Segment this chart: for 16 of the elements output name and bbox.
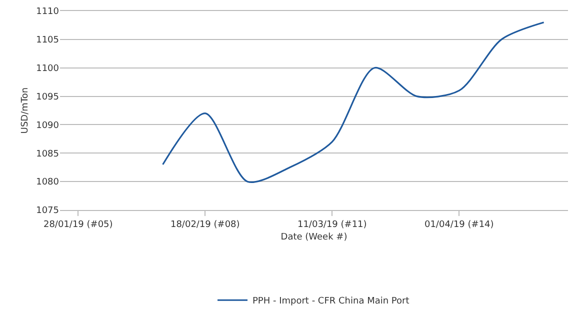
y-tick-label: 1100	[36, 64, 60, 74]
y-tick-label: 1095	[36, 92, 59, 102]
y-tick-label: 1110	[36, 7, 60, 18]
x-tick-label: 18/02/19 (#08)	[170, 220, 240, 230]
line-series	[162, 22, 545, 183]
legend-label: PPH - Import - CFR China Main Port	[252, 296, 410, 307]
y-tick-label: 1105	[36, 36, 59, 46]
x-tick-label: 28/01/19 (#05)	[43, 220, 113, 230]
x-axis-title: Date (Week #)	[280, 232, 348, 243]
y-tick-label: 1080	[36, 178, 60, 188]
y-tick-label: 1075	[36, 206, 59, 216]
y-tick-label: 1090	[36, 120, 60, 131]
x-tick-label: 11/03/19 (#11)	[297, 220, 367, 230]
y-tick-label: 1085	[36, 149, 59, 160]
y-axis-title: USD/mTon	[20, 87, 30, 134]
x-tick-label: 01/04/19 (#14)	[424, 220, 494, 230]
